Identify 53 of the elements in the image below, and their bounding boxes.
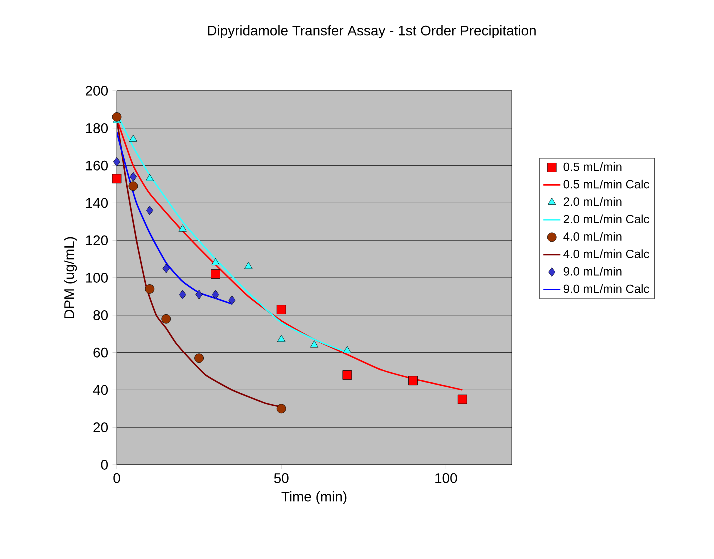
- y-tick-label: 80: [94, 310, 108, 320]
- y-tick-label: 200: [86, 86, 108, 96]
- y-axis-title: DPM (ug/mL): [64, 237, 78, 318]
- point: [146, 174, 154, 182]
- legend-label: 0.5 mL/min Calc: [564, 180, 650, 189]
- point: [178, 224, 187, 232]
- point: [212, 290, 220, 300]
- point: [179, 290, 186, 300]
- x-tick-label: 0: [114, 473, 120, 484]
- y-tick-label: 40: [93, 385, 108, 396]
- x-tick-label: 50: [274, 473, 289, 484]
- point: [276, 305, 286, 314]
- legend-label: 4.0 mL/min: [564, 232, 622, 241]
- point: [228, 296, 236, 306]
- point: [342, 370, 352, 380]
- point: [343, 346, 352, 354]
- legend-label: 9.0 mL/min: [564, 267, 622, 276]
- point: [278, 335, 286, 342]
- point: [310, 340, 319, 348]
- point: [112, 112, 122, 122]
- point: [458, 394, 468, 404]
- y-tick-label: 100: [86, 273, 108, 283]
- legend-label: 9.0 mL/min Calc: [564, 284, 650, 294]
- y-tick-label: 20: [94, 422, 108, 433]
- y-tick-label: 120: [86, 236, 108, 246]
- y-tick-label: 180: [86, 123, 108, 134]
- x-axis-title: Time (min): [282, 491, 347, 504]
- chart-title: Dipyridamole Transfer Assay - 1st Order Precipitation: [208, 25, 536, 38]
- point: [196, 290, 203, 300]
- y-tick-label: 60: [94, 348, 108, 358]
- point: [244, 262, 253, 270]
- legend-label: 2.0 mL/min Calc: [564, 214, 650, 224]
- point: [112, 174, 122, 184]
- y-tick-label: 140: [86, 198, 108, 208]
- point: [128, 182, 138, 192]
- point: [129, 134, 138, 142]
- point: [162, 264, 170, 274]
- point: [113, 157, 121, 167]
- legend-label: 2.0 mL/min: [564, 197, 622, 206]
- point: [146, 206, 154, 216]
- legend-label: 0.5 mL/min: [564, 162, 622, 172]
- point: [162, 314, 172, 324]
- point: [145, 284, 155, 294]
- x-tick-label: 100: [436, 473, 458, 484]
- point: [194, 354, 204, 364]
- point: [130, 172, 138, 182]
- point: [408, 376, 418, 386]
- legend-label: 4.0 mL/min Calc: [564, 250, 650, 258]
- point: [276, 404, 286, 414]
- y-tick-label: 160: [86, 160, 108, 171]
- point: [212, 258, 220, 266]
- point: [211, 270, 220, 279]
- y-tick-label: 0: [101, 460, 108, 470]
